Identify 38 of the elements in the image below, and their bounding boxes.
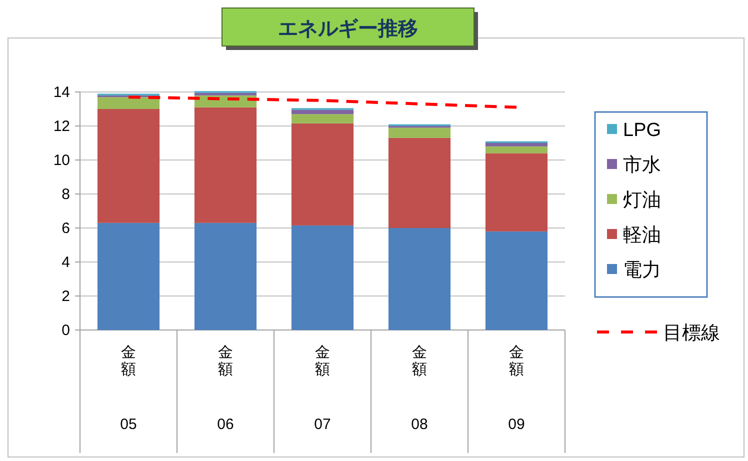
chart-title: エネルギー推移 [278,18,418,40]
category-label: 金額 07 [314,344,331,433]
bar [388,228,451,330]
bar [485,153,548,232]
bar [485,146,548,154]
category-label: 金額 09 [508,344,525,433]
bar [485,143,548,146]
bar [97,109,160,223]
y-tick-label: 2 [62,288,70,305]
y-tick-label: 8 [62,186,70,203]
category-label: 金額 05 [120,344,137,433]
y-tick-label: 0 [62,322,70,339]
category-label: 金額 08 [411,344,428,433]
bar [291,110,354,114]
bar [194,222,257,330]
bar [388,138,451,228]
category-label: 金額 06 [217,344,234,433]
bar [97,97,160,109]
y-tick-label: 12 [53,118,70,135]
bar [291,225,354,330]
bar [388,128,451,138]
legend-label: 軽油 [623,225,661,246]
bar [291,114,354,124]
bar [291,123,354,226]
legend-label: LPG [623,120,662,141]
y-tick-label: 10 [53,152,70,169]
bar [194,92,257,96]
y-tick-label: 4 [62,254,70,271]
legend-label: 目標線 [663,323,720,344]
line-series [127,96,518,109]
bar [194,107,257,223]
y-tick-label: 14 [53,84,70,101]
y-tick-label: 6 [62,220,70,237]
legend-label: 市水 [623,154,661,176]
bar [485,231,548,330]
legend-label: 灯油 [623,190,661,211]
legend-label: 電力 [623,260,661,281]
bar [97,222,160,330]
